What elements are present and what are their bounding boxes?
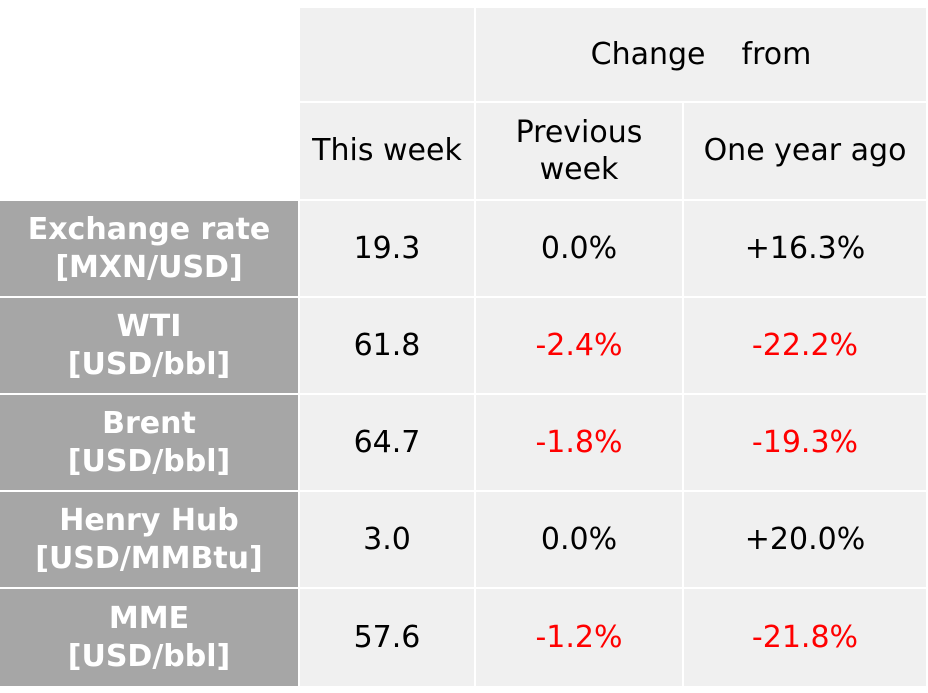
col-header-one-year-ago: One year ago: [684, 103, 926, 199]
row-label-brent: Brent [USD/bbl]: [0, 395, 298, 490]
cell-previous-week: -2.4%: [476, 298, 682, 393]
change-label: Change: [590, 36, 706, 72]
cell-this-week: 3.0: [300, 492, 474, 587]
cell-this-week: 19.3: [300, 201, 474, 296]
cell-previous-week: 0.0%: [476, 492, 682, 587]
cell-one-year-ago: +20.0%: [684, 492, 926, 587]
cell-previous-week: 0.0%: [476, 201, 682, 296]
cell-one-year-ago: -21.8%: [684, 589, 926, 686]
cell-one-year-ago: -19.3%: [684, 395, 926, 490]
cell-one-year-ago: -22.2%: [684, 298, 926, 393]
cell-previous-week: -1.8%: [476, 395, 682, 490]
row-label-exchange-rate: Exchange rate [MXN/USD]: [0, 201, 298, 296]
cell-one-year-ago: +16.3%: [684, 201, 926, 296]
cell-this-week: 64.7: [300, 395, 474, 490]
row-label-wti: WTI [USD/bbl]: [0, 298, 298, 393]
cell-this-week: 57.6: [300, 589, 474, 686]
row-label-henry-hub: Henry Hub [USD/MMBtu]: [0, 492, 298, 587]
col-header-previous-week: Previous week: [476, 103, 682, 199]
cell-this-week: 61.8: [300, 298, 474, 393]
col-header-this-week: This week: [300, 103, 474, 199]
row-label-mme: MME [USD/bbl]: [0, 589, 298, 686]
from-label: from: [741, 36, 812, 72]
cell-previous-week: -1.2%: [476, 589, 682, 686]
change-from-header: Change from: [476, 8, 926, 101]
header-spacer: [300, 8, 474, 101]
